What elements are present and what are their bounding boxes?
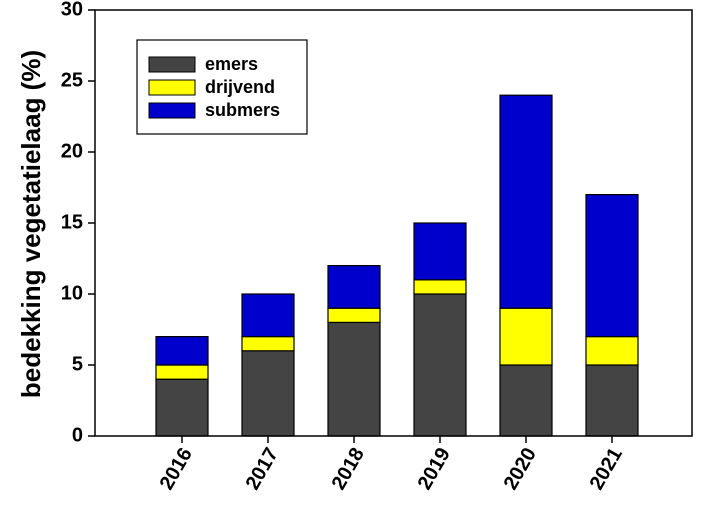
legend-swatch-emers [148, 56, 196, 73]
x-tick-label-2021: 2021 [586, 444, 627, 494]
bar-submers-2020 [499, 94, 553, 309]
y-axis-title: bedekking vegetatielaag (%) [16, 50, 46, 398]
y-tick-label-30: 30 [61, 0, 83, 20]
bar-drijvend-2019 [413, 279, 467, 295]
legend-label-drijvend: drijvend [205, 77, 275, 97]
x-tick-label-2020: 2020 [500, 444, 541, 494]
legend-swatch-drijvend [148, 79, 196, 96]
y-tick-label-10: 10 [61, 282, 83, 304]
x-tick-label-2019: 2019 [414, 444, 455, 494]
bar-emers-2017 [241, 350, 295, 437]
bar-emers-2020 [499, 364, 553, 437]
plot-frame [94, 9, 693, 437]
bar-drijvend-2021 [585, 336, 639, 366]
bar-emers-2016 [155, 378, 209, 437]
bars-group [155, 94, 639, 437]
bar-drijvend-2020 [499, 307, 553, 366]
x-tick-label-2016: 2016 [156, 444, 197, 494]
y-tick-label-15: 15 [61, 211, 83, 233]
bar-submers-2018 [327, 265, 381, 309]
legend-label-submers: submers [205, 100, 280, 120]
bar-drijvend-2016 [155, 364, 209, 380]
bar-submers-2017 [241, 293, 295, 338]
x-tick-label-2018: 2018 [328, 444, 369, 494]
bar-submers-2019 [413, 222, 467, 281]
legend-label-emers: emers [205, 54, 258, 74]
bar-emers-2021 [585, 364, 639, 437]
bar-submers-2016 [155, 336, 209, 366]
bar-emers-2018 [327, 321, 381, 437]
bar-submers-2021 [585, 194, 639, 338]
bar-emers-2019 [413, 293, 467, 437]
y-tick-label-20: 20 [61, 140, 83, 162]
bar-drijvend-2017 [241, 336, 295, 352]
legend: emers drijvend submers [136, 39, 308, 135]
y-tick-label-0: 0 [72, 424, 83, 446]
y-tick-label-5: 5 [72, 353, 83, 375]
y-tick-label-25: 25 [61, 69, 83, 91]
x-tick-label-2017: 2017 [242, 444, 283, 494]
bar-drijvend-2018 [327, 307, 381, 324]
legend-swatch-submers [148, 102, 196, 119]
